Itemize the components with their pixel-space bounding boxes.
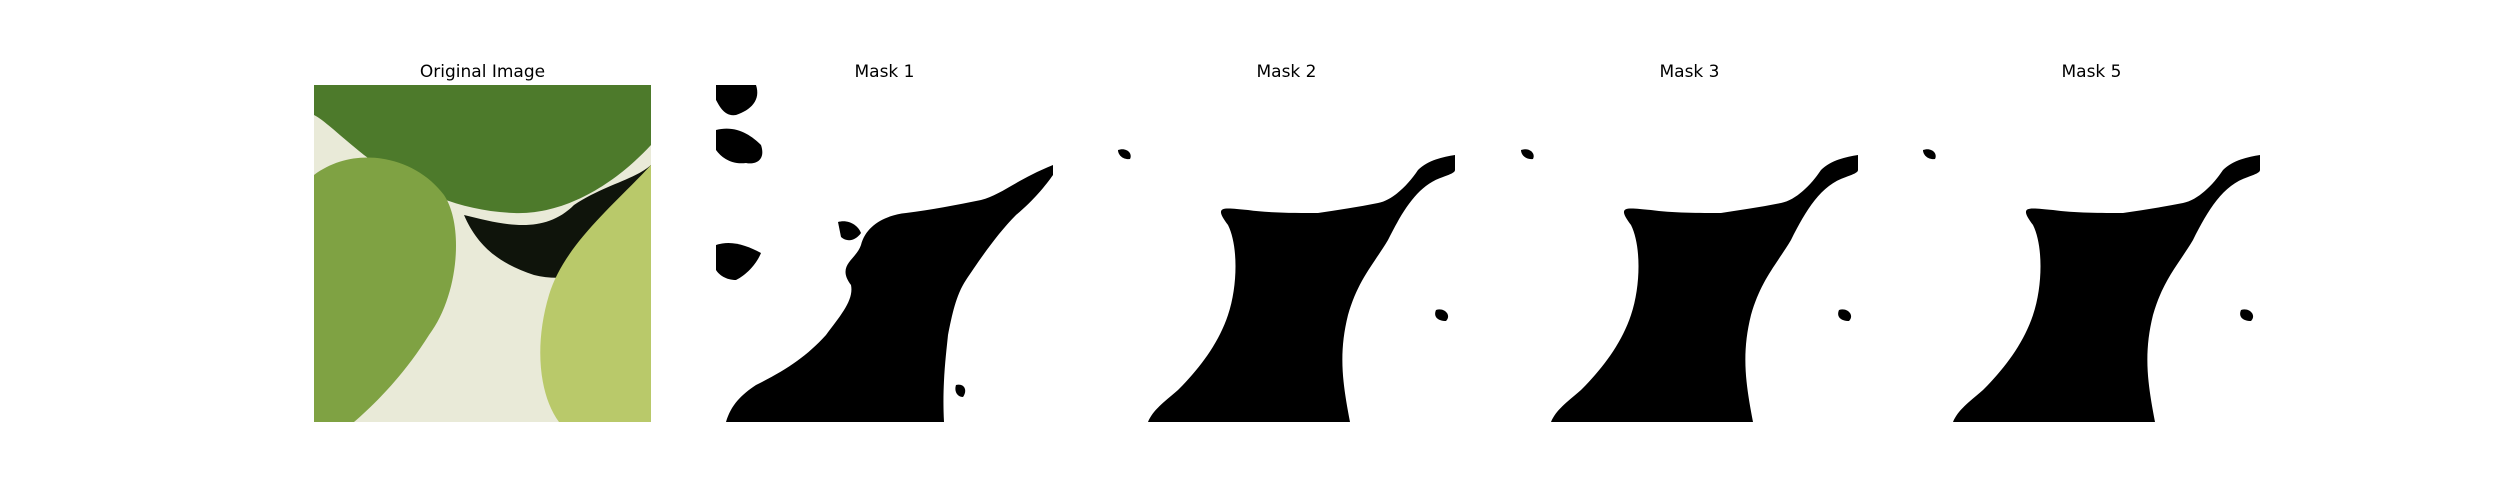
- mask-blob: [716, 85, 758, 116]
- mask-blob: [1923, 149, 1936, 160]
- right-leaf: [540, 165, 651, 422]
- mask-blob: [1118, 149, 1131, 160]
- left-leaf: [314, 157, 456, 422]
- panel-original-image: Original Image: [314, 60, 651, 422]
- panel-title: Mask 3: [1659, 62, 1720, 82]
- panel-mask-5: Mask 5: [1923, 60, 2260, 422]
- mask-blob: [955, 384, 966, 397]
- panel-mask-1: Mask 1: [716, 60, 1053, 422]
- mask-5-image: [1923, 85, 2260, 422]
- panel-title: Mask 2: [1256, 62, 1317, 82]
- mask-3-image: [1521, 85, 1858, 422]
- mask-blob: [1435, 309, 1449, 321]
- original-image: [314, 85, 651, 422]
- panel-mask-2: Mask 2: [1118, 60, 1455, 422]
- top-leaf: [314, 85, 651, 214]
- mask-blob: [2240, 309, 2254, 321]
- mask-2-image: [1118, 85, 1455, 422]
- panel-title: Mask 1: [854, 62, 915, 82]
- mask-region: [1148, 85, 1455, 422]
- mask-region: [1953, 85, 2260, 422]
- panel-title: Mask 5: [2061, 62, 2122, 82]
- mask-region: [726, 85, 1053, 422]
- mask-blob: [1521, 149, 1534, 160]
- mask-1-image: [716, 85, 1053, 422]
- panel-title: Original Image: [419, 62, 546, 82]
- mask-blob: [716, 242, 761, 280]
- panel-mask-3: Mask 3: [1521, 60, 1858, 422]
- mask-blob: [838, 221, 861, 241]
- mask-blob: [1838, 309, 1852, 321]
- mask-blob: [716, 128, 763, 164]
- mask-region: [1551, 85, 1858, 422]
